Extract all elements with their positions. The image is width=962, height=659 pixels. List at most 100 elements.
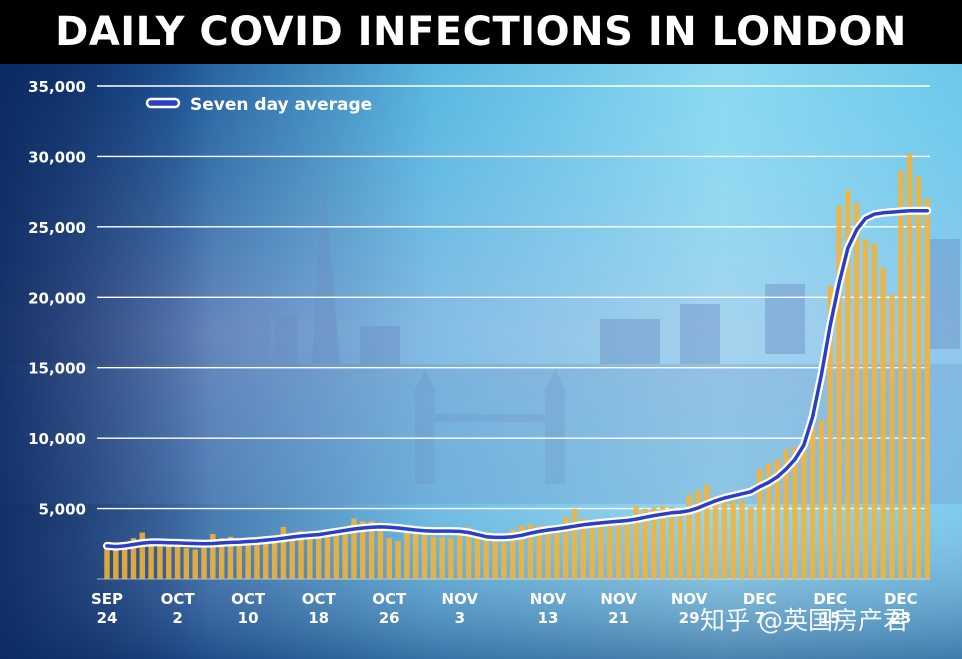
bar <box>448 538 454 579</box>
y-axis-ticks: 35,000 30,000 25,000 20,000 15,000 10,000 5,00… <box>28 78 86 519</box>
legend: Seven day average <box>145 95 372 115</box>
y-tick-label: 10,000 <box>28 430 86 448</box>
x-tick-label: 23 <box>890 609 911 627</box>
bar <box>113 546 119 579</box>
legend-label: Seven day average <box>190 95 372 115</box>
bar <box>783 449 789 579</box>
bar <box>307 532 313 579</box>
bar <box>130 538 137 579</box>
bars-series <box>104 153 930 580</box>
bar <box>633 505 639 579</box>
x-tick-label: SEP <box>91 590 123 608</box>
bar <box>192 549 198 579</box>
x-tick-label: NOV <box>600 590 637 608</box>
x-tick-label: 3 <box>455 609 465 627</box>
bar <box>465 526 472 579</box>
bar <box>474 531 481 579</box>
x-tick-label: OCT <box>372 590 407 608</box>
x-tick-label: 26 <box>379 609 400 627</box>
bar <box>518 525 525 579</box>
bar <box>818 419 825 579</box>
bar <box>139 532 146 579</box>
y-tick-label: 30,000 <box>28 148 86 166</box>
bar <box>712 495 719 579</box>
x-tick-label: 13 <box>538 609 559 627</box>
x-tick-label: NOV <box>442 590 479 608</box>
x-tick-label: OCT <box>161 590 196 608</box>
bar <box>377 524 384 579</box>
bar <box>739 500 745 579</box>
bar <box>677 511 684 579</box>
x-tick-label: DEC <box>743 590 777 608</box>
y-tick-label: 5,000 <box>39 501 86 519</box>
bar <box>351 518 357 579</box>
y-tick-label: 15,000 <box>28 360 86 378</box>
bar <box>607 521 613 579</box>
bar <box>157 543 163 579</box>
bar <box>174 543 181 579</box>
bar <box>254 542 260 579</box>
bar <box>704 484 710 579</box>
bar <box>121 542 128 579</box>
x-tick-label: 21 <box>608 609 629 627</box>
bar <box>280 526 287 579</box>
bar <box>395 540 401 579</box>
bar <box>756 469 763 579</box>
x-tick-label: NOV <box>671 590 708 608</box>
bar <box>562 517 569 579</box>
x-tick-label: 29 <box>679 609 700 627</box>
x-tick-label: DEC <box>884 590 918 608</box>
y-tick-label: 20,000 <box>28 289 86 307</box>
bar <box>853 202 860 579</box>
bar <box>845 190 851 579</box>
bar <box>166 542 172 579</box>
bar <box>792 446 798 579</box>
bar <box>642 508 648 579</box>
bar <box>836 205 842 580</box>
x-tick-label: 15 <box>820 609 841 627</box>
y-tick-label: 35,000 <box>28 78 86 96</box>
chart-area: 35,000 30,000 25,000 20,000 15,000 10,000 5,00… <box>0 64 962 659</box>
x-tick-label: 18 <box>308 609 329 627</box>
chart-title-bar: DAILY COVID INFECTIONS IN LONDON <box>0 0 962 64</box>
bar <box>201 548 207 579</box>
bar <box>871 243 878 579</box>
watermark-text: 知乎 @英国房产君 <box>700 606 908 635</box>
bar <box>915 176 922 579</box>
bar <box>368 521 375 579</box>
y-tick-label: 25,000 <box>28 219 86 237</box>
bar <box>315 533 322 579</box>
bar <box>651 507 657 579</box>
x-tick-label: 7 <box>754 609 764 627</box>
bar <box>527 524 534 579</box>
bar <box>271 538 278 579</box>
x-tick-label: OCT <box>302 590 337 608</box>
bar <box>695 490 701 579</box>
bar <box>457 535 463 579</box>
bar <box>668 507 675 579</box>
bar <box>218 538 225 579</box>
bar <box>774 459 781 579</box>
bar <box>580 518 587 579</box>
bar <box>730 501 736 579</box>
bar <box>801 448 807 579</box>
bar <box>333 531 340 579</box>
bar <box>104 543 110 579</box>
bar <box>501 542 507 579</box>
bar <box>210 533 216 579</box>
bar <box>765 463 772 579</box>
x-tick-label: 10 <box>238 609 259 627</box>
bar <box>342 529 348 579</box>
x-tick-label: 24 <box>97 609 118 627</box>
bar <box>183 548 190 579</box>
bar <box>898 170 904 579</box>
bar <box>263 542 269 579</box>
legend-swatch <box>145 97 181 109</box>
bar <box>624 517 631 579</box>
bar <box>298 531 304 579</box>
bar <box>430 536 437 579</box>
bar <box>360 521 366 579</box>
bar <box>589 519 595 579</box>
bar <box>889 294 895 579</box>
average-line-series <box>103 206 932 551</box>
